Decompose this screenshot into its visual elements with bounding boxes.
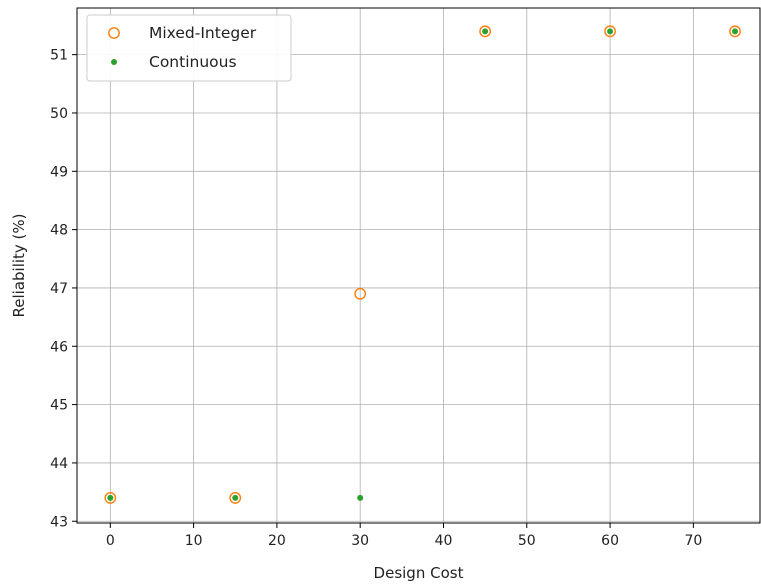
x-tick-label: 30: [351, 533, 369, 549]
point-series-1: [607, 28, 614, 35]
x-tick-label: 0: [106, 533, 115, 549]
x-tick-label: 70: [684, 533, 702, 549]
legend-marker: [111, 59, 117, 65]
y-tick-label: 51: [50, 48, 68, 64]
point-series-1: [482, 28, 489, 35]
point-series-0: [729, 25, 741, 38]
y-tick-label: 48: [50, 223, 68, 239]
y-tick-label: 44: [50, 456, 68, 472]
y-axis-label: Reliability (%): [10, 213, 28, 317]
plot-frame: [76, 7, 761, 524]
x-tick-label: 60: [601, 533, 619, 549]
legend: Mixed-Integer Continuous: [86, 14, 292, 82]
tick-labels: 0 10 20 30 40 50 60 70 43 44 45 46 47 48 49 50 51: [50, 48, 702, 549]
point-series-0: [354, 287, 367, 300]
axes: [76, 7, 761, 524]
x-tick-label: 40: [435, 533, 453, 549]
point-series-1: [107, 494, 114, 501]
point-series-0: [604, 25, 616, 38]
legend-box: [86, 14, 292, 82]
grid-lines: [77, 8, 760, 523]
legend-label: Mixed-Integer: [149, 24, 257, 42]
legend-marker: [108, 27, 120, 39]
y-tick-label: 45: [50, 398, 68, 414]
x-axis-label: Design Cost: [374, 564, 464, 582]
point-series-0: [104, 492, 117, 504]
point-series-0: [479, 25, 492, 38]
x-tick-label: 20: [268, 533, 286, 549]
y-tick-label: 46: [50, 339, 68, 355]
y-tick-label: 43: [50, 514, 68, 530]
legend-label: Continuous: [149, 53, 237, 71]
data-points: [104, 25, 741, 504]
point-series-1: [232, 494, 239, 501]
point-series-1: [732, 28, 739, 35]
y-tick-label: 50: [50, 106, 68, 122]
y-tick-label: 47: [50, 281, 68, 297]
x-tick-label: 10: [185, 533, 203, 549]
point-series-0: [229, 492, 242, 504]
point-series-1: [357, 494, 364, 501]
y-tick-label: 49: [50, 164, 68, 180]
x-tick-label: 50: [518, 533, 536, 549]
